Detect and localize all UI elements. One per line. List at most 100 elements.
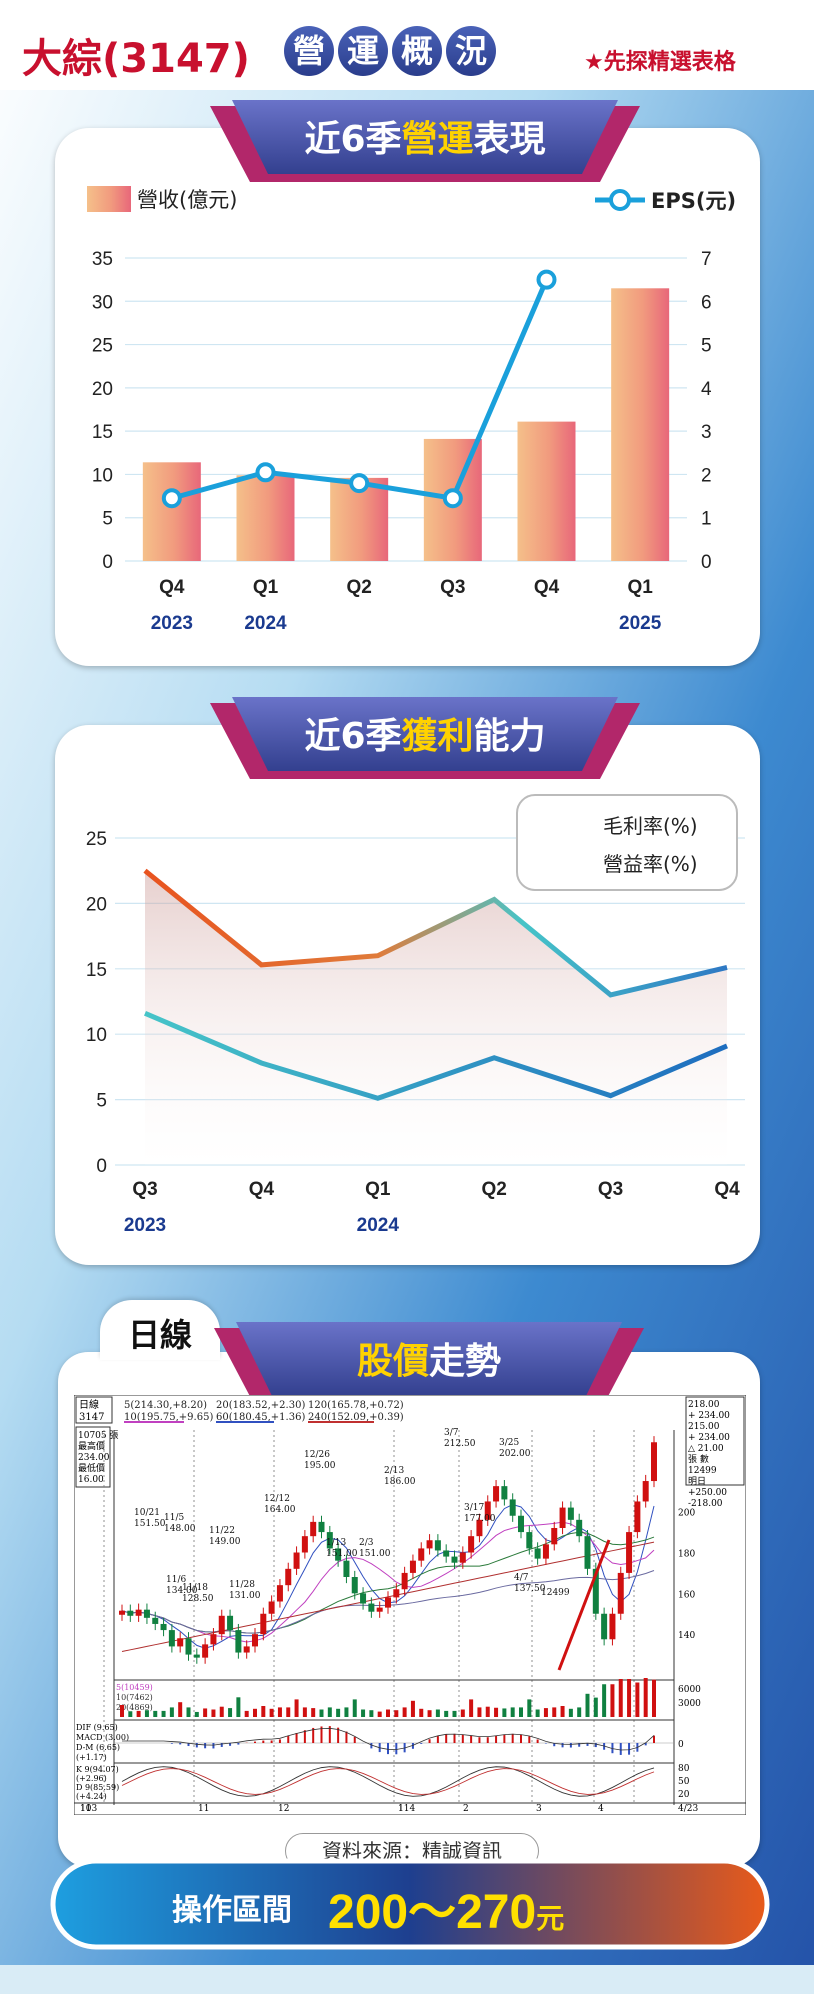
price-annotation: 10/21 xyxy=(134,1508,160,1518)
section3-title-highlight: 股價 xyxy=(356,1341,429,1382)
candle-body xyxy=(626,1532,633,1573)
volume-bar xyxy=(294,1699,299,1717)
price-annotation: 11/28 xyxy=(229,1580,255,1590)
macd-label: DIF (9.65) xyxy=(76,1723,118,1732)
section3-title-post: 走勢 xyxy=(429,1341,502,1382)
left-info-box xyxy=(75,1426,111,1488)
right-info-text: 張 數 xyxy=(688,1453,709,1465)
section2-tab-bg xyxy=(210,697,640,779)
section1-title-post: 表現 xyxy=(473,119,546,160)
volume-bar xyxy=(560,1706,565,1717)
x-tick-label: 1 xyxy=(398,1804,404,1814)
volume-bar xyxy=(618,1679,623,1717)
y-tick-label: 0 xyxy=(96,1156,107,1177)
x-tick-label: Q3 xyxy=(440,577,465,598)
volume-bar xyxy=(585,1693,590,1717)
price-annotation: 131.00 xyxy=(229,1591,261,1601)
section1-tab-bg xyxy=(210,100,640,182)
eps-legend-marker xyxy=(609,189,631,211)
right-info-text: △ 21.00 xyxy=(688,1444,724,1454)
ma-label: 60(180.45,+1.36) xyxy=(216,1412,305,1423)
volume-bar xyxy=(128,1711,133,1717)
candle-body xyxy=(119,1610,125,1615)
candle-body xyxy=(243,1646,250,1653)
x-tick-label: 2 xyxy=(463,1804,469,1814)
left-info-text: 最低價 xyxy=(78,1462,105,1474)
volume-bar xyxy=(510,1707,515,1717)
volume-bar xyxy=(552,1707,557,1717)
ma-label: 240(152.09,+0.39) xyxy=(308,1412,404,1423)
volume-bar xyxy=(377,1711,382,1717)
y-right-tick-label: 4 xyxy=(701,379,712,400)
candle-body xyxy=(193,1654,200,1658)
price-annotation: 2/3 xyxy=(359,1538,374,1548)
operation-value: 200～270元 xyxy=(328,1872,564,1942)
candle-body xyxy=(518,1515,524,1533)
y-left-tick-label: 10 xyxy=(92,465,113,486)
operation-range: 200～270 xyxy=(328,1886,537,1939)
revenue-legend-swatch xyxy=(87,186,131,212)
price-tick-label: 140 xyxy=(678,1631,695,1641)
price-annotation: 1/13 xyxy=(326,1538,346,1548)
volume-bar xyxy=(485,1706,490,1717)
volume-bar xyxy=(635,1682,640,1717)
macd-label: (+1.17) xyxy=(76,1753,107,1762)
price-annotation: 12/12 xyxy=(264,1494,290,1504)
candle-body xyxy=(351,1577,358,1594)
trend-line xyxy=(557,1539,611,1671)
candle-body xyxy=(468,1536,475,1553)
price-tick-label: 200 xyxy=(678,1509,695,1519)
candle-body xyxy=(301,1536,308,1553)
candle-body xyxy=(276,1585,283,1602)
volume-bar xyxy=(410,1700,415,1717)
y-right-tick-label: 2 xyxy=(701,465,712,486)
candle-body xyxy=(551,1528,558,1545)
x-tick-label: Q3 xyxy=(598,1179,623,1200)
price-annotation: 186.00 xyxy=(384,1477,416,1487)
x-tick-label: Q2 xyxy=(482,1179,507,1200)
right-info-text: 12499 xyxy=(688,1466,717,1476)
volume-bar xyxy=(169,1707,174,1717)
volume-bar xyxy=(277,1707,282,1717)
kd-label: D 9(85.59) xyxy=(76,1783,119,1792)
macd-tick-label: 0 xyxy=(678,1740,684,1750)
x-tick-label: 3 xyxy=(536,1804,542,1814)
eps-point xyxy=(161,488,182,509)
k-line xyxy=(121,1766,655,1797)
price-annotation: 3/17 xyxy=(464,1503,484,1513)
price-annotation: 12/26 xyxy=(304,1450,330,1460)
price-annotation: 212.50 xyxy=(444,1439,476,1449)
revenue-bar xyxy=(236,475,295,561)
year-label: 2023 xyxy=(151,613,193,634)
price-annotation: 149.00 xyxy=(209,1537,241,1547)
dif-line xyxy=(122,1727,655,1751)
operation-bar-bg xyxy=(50,1858,770,1950)
volume-bar xyxy=(327,1707,332,1717)
right-info-text: + 234.00 xyxy=(688,1433,730,1443)
volume-bar xyxy=(494,1707,499,1717)
x-tick-label: Q4 xyxy=(159,577,185,598)
volume-bar xyxy=(203,1708,208,1717)
eps-legend-label: EPS(元) xyxy=(651,189,736,213)
price-annotation: 3/7 xyxy=(444,1428,459,1438)
year-label: 2025 xyxy=(619,613,662,634)
price-tick-label: 160 xyxy=(678,1590,695,1600)
candle-body xyxy=(542,1544,549,1559)
price-annotation: 164.00 xyxy=(264,1505,296,1515)
volume-bar xyxy=(269,1708,274,1717)
stock-name: 日線 xyxy=(79,1398,99,1411)
y-tick-label: 10 xyxy=(86,1025,107,1046)
price-annotation: 2/13 xyxy=(384,1466,404,1476)
candle-body xyxy=(235,1630,242,1653)
y-right-tick-label: 7 xyxy=(701,249,712,270)
volume-bar xyxy=(652,1679,656,1717)
section3-title: 股價走勢 xyxy=(214,1332,644,1384)
operation-unit: 元 xyxy=(536,1903,565,1934)
title-circle-2: 運 xyxy=(338,26,388,76)
volume-bar xyxy=(577,1707,582,1717)
gross-margin-area xyxy=(145,870,727,1165)
candle-body xyxy=(202,1644,209,1658)
right-info-text: 明日 xyxy=(688,1476,706,1487)
x-tick-label: 113 xyxy=(80,1804,97,1814)
